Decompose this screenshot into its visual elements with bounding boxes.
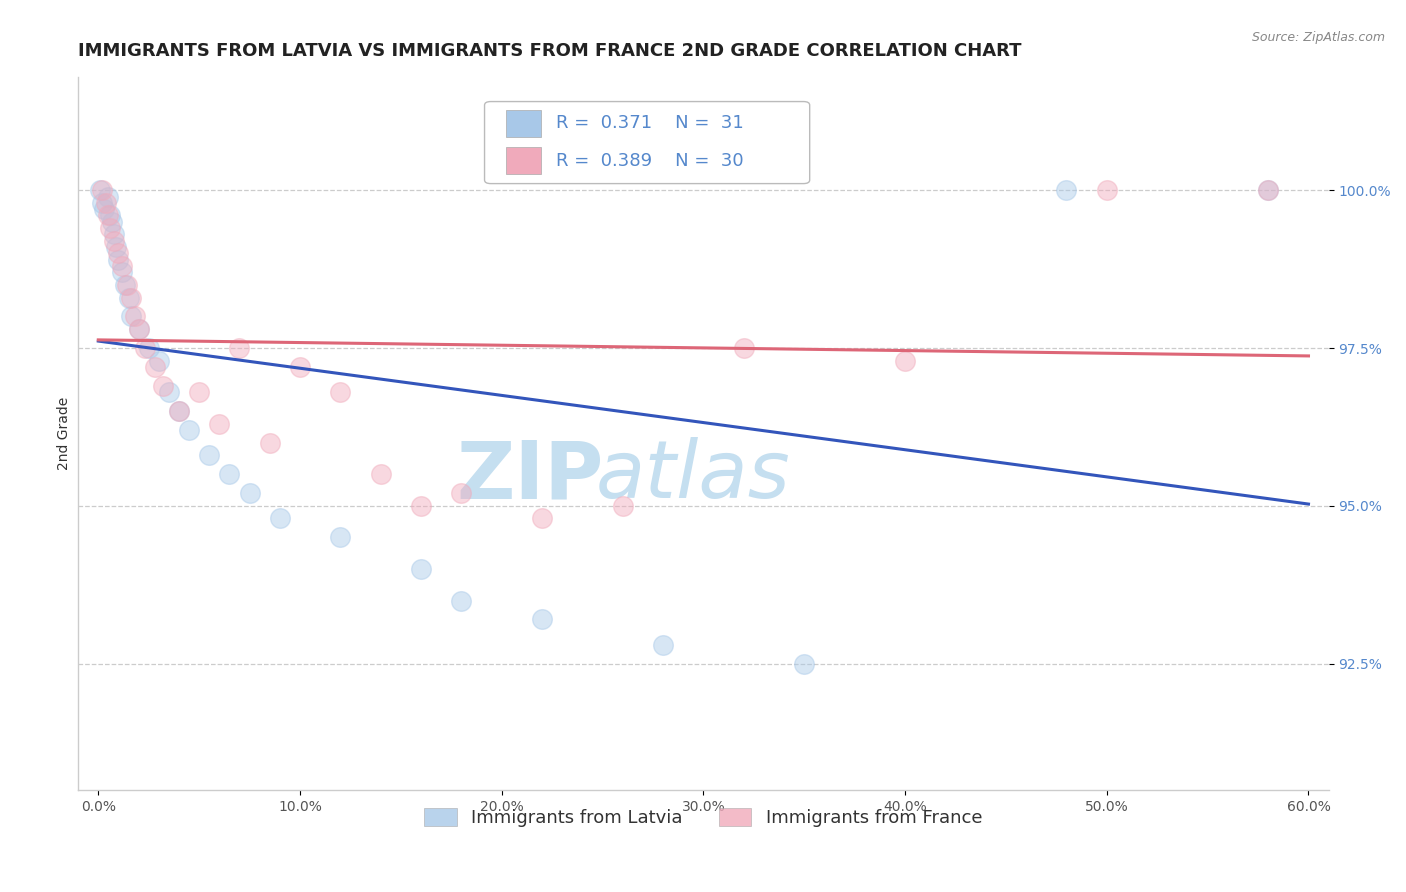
Point [167,404,190,418]
Point [107,252,129,267]
FancyBboxPatch shape [485,102,810,184]
Legend: Immigrants from Latvia, Immigrants from France: Immigrants from Latvia, Immigrants from … [418,801,990,834]
Point [89,183,111,197]
Point [107,246,129,260]
Point [115,277,138,292]
Point [120,291,142,305]
Text: R =  0.389    N =  30: R = 0.389 N = 30 [555,152,744,169]
Point [370,467,392,482]
Point [152,379,174,393]
Point [91,195,114,210]
Point [198,448,221,462]
FancyBboxPatch shape [506,147,541,174]
Point [100,209,122,223]
Point [531,511,554,525]
Point [1054,183,1077,197]
Point [114,277,136,292]
Point [218,467,240,482]
Point [269,511,291,525]
Point [409,562,432,576]
Text: R =  0.371    N =  31: R = 0.371 N = 31 [555,114,744,132]
Point [148,353,170,368]
FancyBboxPatch shape [506,110,541,136]
Point [96,195,118,210]
Text: ZIP: ZIP [456,437,603,515]
Point [329,530,352,544]
Point [652,638,675,652]
Point [120,310,142,324]
Point [101,215,124,229]
Text: Source: ZipAtlas.com: Source: ZipAtlas.com [1251,31,1385,45]
Point [531,612,554,626]
Point [105,240,128,254]
Point [733,341,755,355]
Point [409,499,432,513]
Point [124,310,146,324]
Point [111,259,134,273]
Point [134,341,156,355]
Point [103,234,125,248]
Point [97,209,120,223]
Point [793,657,815,671]
Point [329,385,352,400]
Point [128,322,150,336]
Point [97,189,120,203]
Point [259,435,281,450]
Point [288,359,311,374]
Point [188,385,211,400]
Point [128,322,150,336]
Point [111,265,134,279]
Point [1257,183,1279,197]
Point [450,486,472,500]
Point [177,423,200,437]
Text: atlas: atlas [596,437,792,515]
Point [93,202,115,216]
Point [228,341,250,355]
Point [450,593,472,607]
Point [117,291,139,305]
Point [1095,183,1118,197]
Point [1257,183,1279,197]
Point [239,486,262,500]
Point [157,385,180,400]
Point [103,227,125,242]
Point [100,221,122,235]
Point [208,417,231,431]
Point [143,359,166,374]
Point [91,183,114,197]
Y-axis label: 2nd Grade: 2nd Grade [58,397,72,470]
Point [167,404,190,418]
Point [138,341,160,355]
Text: IMMIGRANTS FROM LATVIA VS IMMIGRANTS FROM FRANCE 2ND GRADE CORRELATION CHART: IMMIGRANTS FROM LATVIA VS IMMIGRANTS FRO… [79,42,1022,60]
Point [894,353,917,368]
Point [612,499,634,513]
